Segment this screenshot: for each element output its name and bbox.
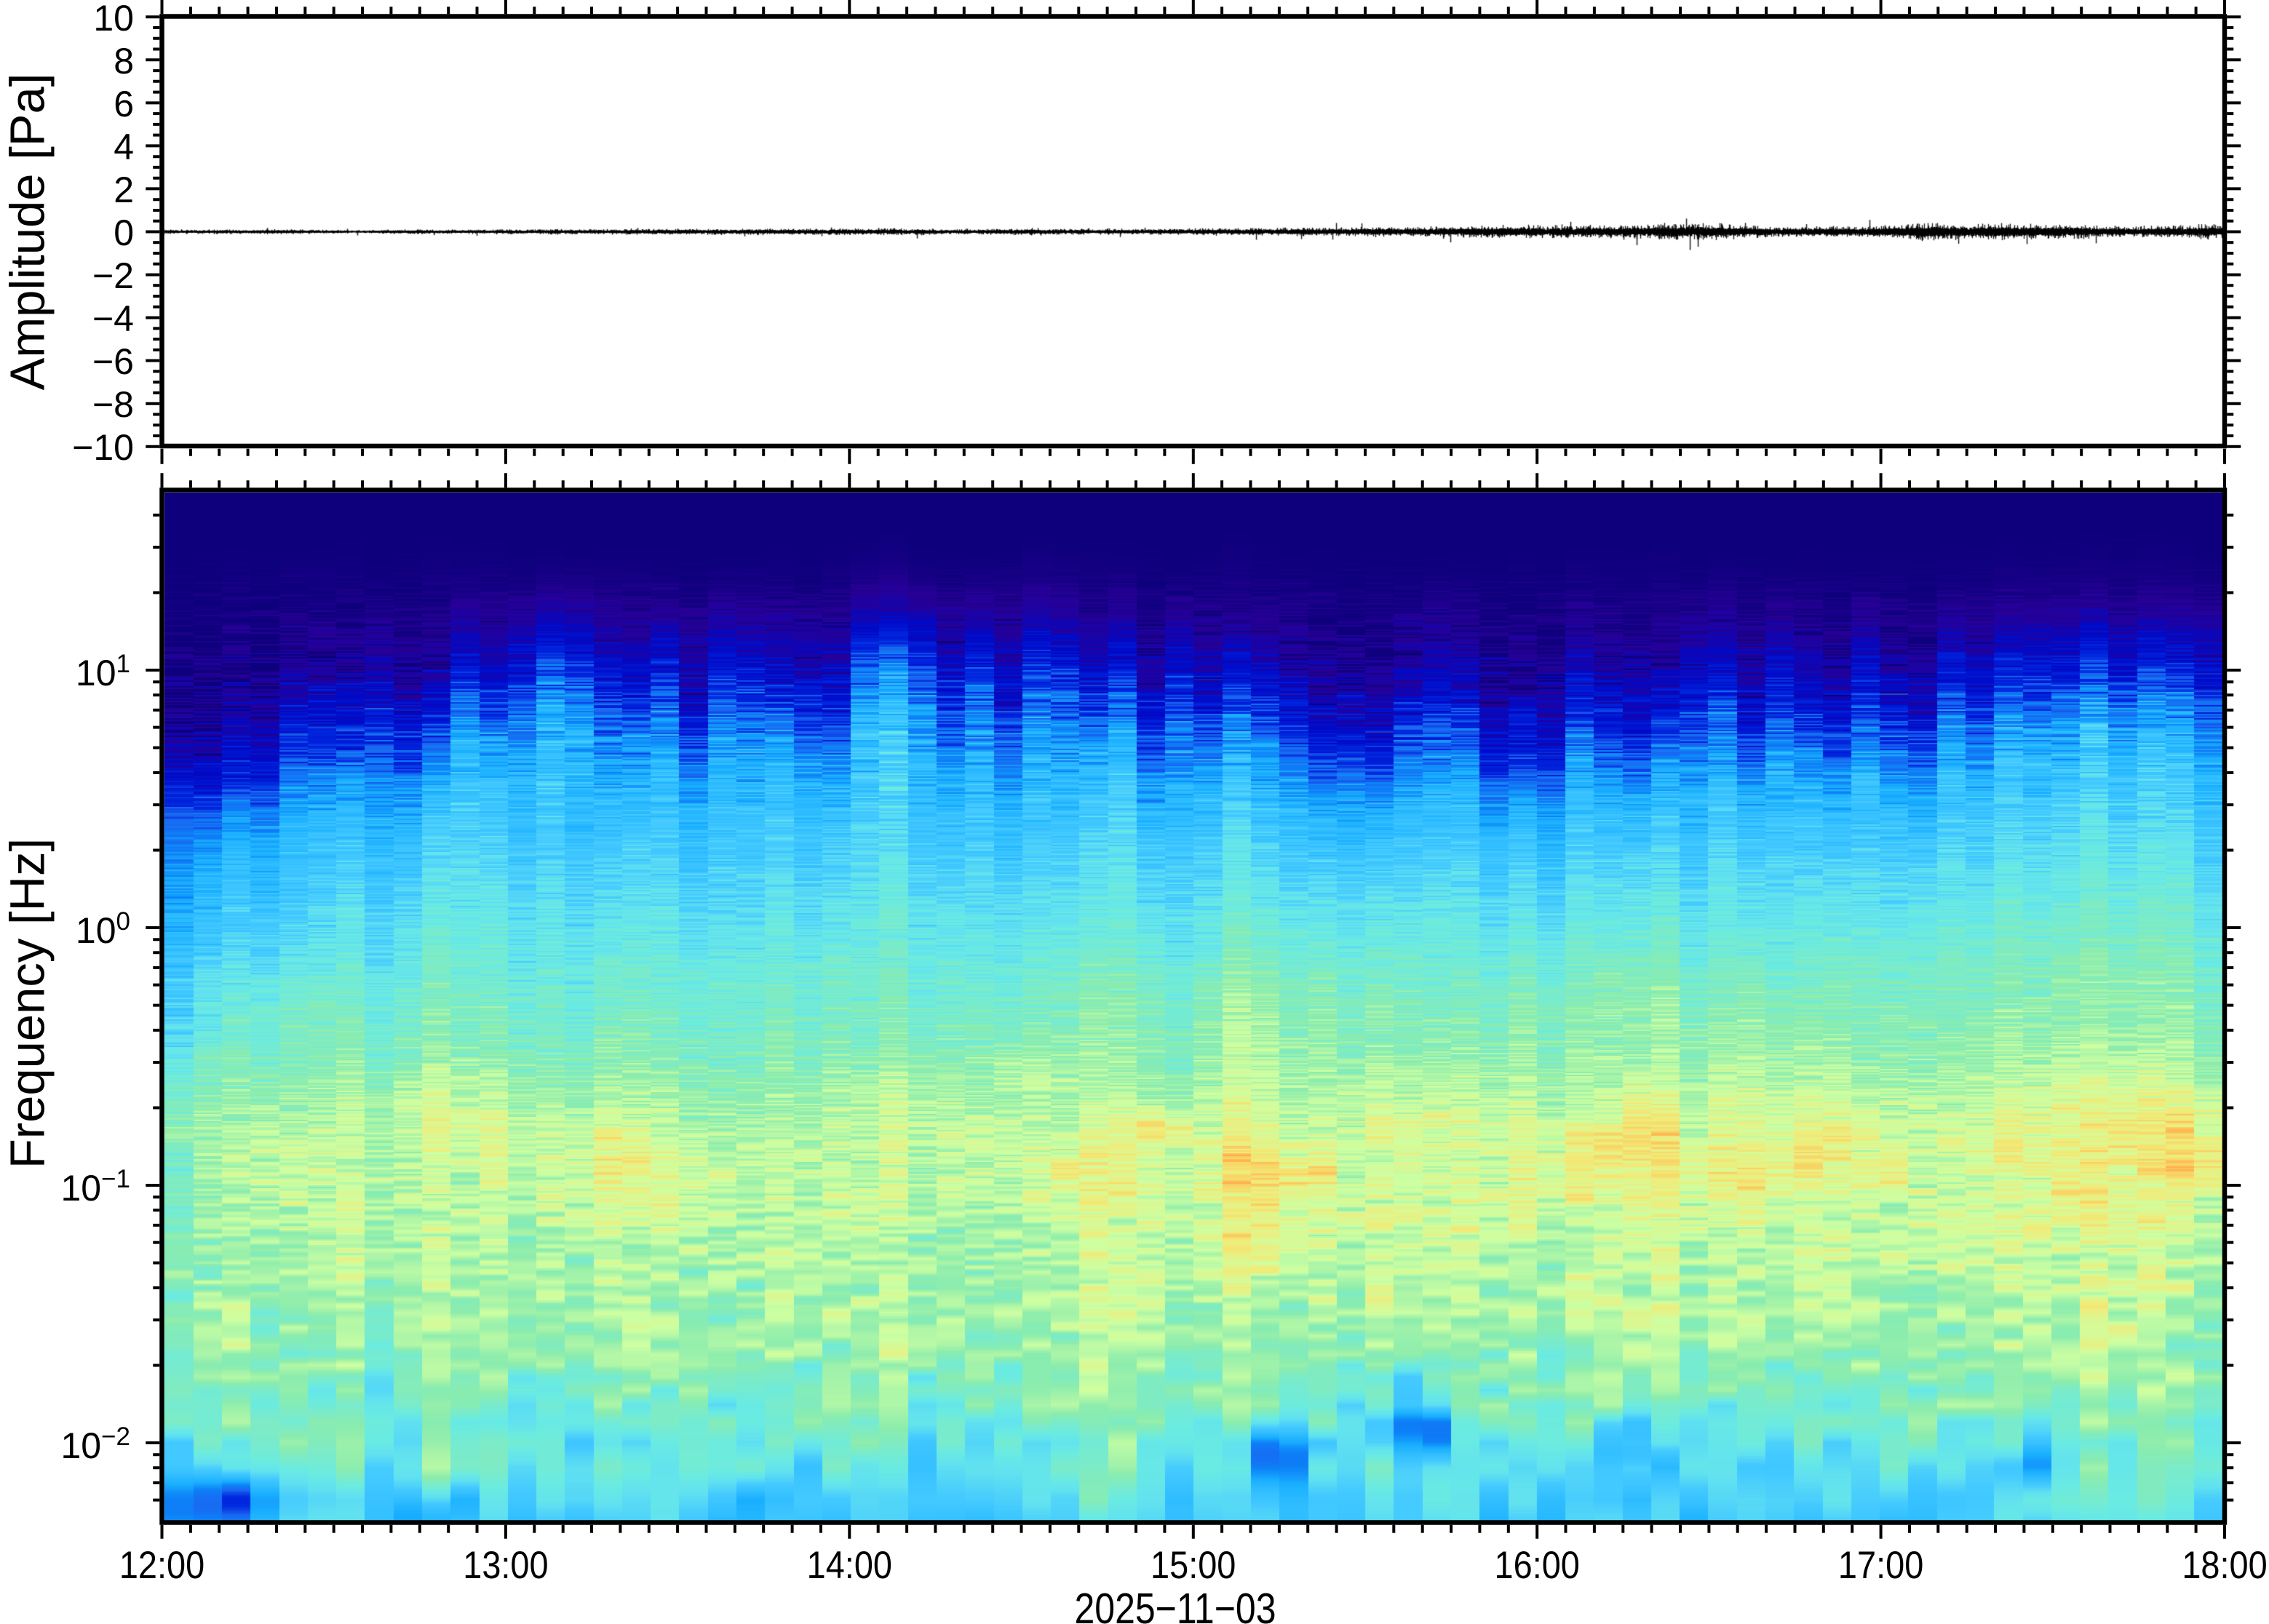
svg-text:2: 2: [114, 170, 134, 210]
svg-text:100: 100: [76, 907, 130, 951]
svg-text:0: 0: [114, 212, 134, 253]
svg-text:2025−11−03: 2025−11−03: [1074, 1584, 1276, 1624]
svg-text:−10: −10: [72, 427, 134, 468]
svg-text:101: 101: [76, 650, 130, 693]
svg-text:4: 4: [114, 127, 134, 167]
svg-text:13:00: 13:00: [463, 1543, 548, 1586]
svg-text:16:00: 16:00: [1495, 1543, 1580, 1586]
svg-text:10−1: 10−1: [60, 1165, 130, 1209]
svg-text:−6: −6: [92, 341, 134, 382]
svg-text:10−2: 10−2: [60, 1422, 130, 1466]
svg-text:−8: −8: [92, 384, 134, 425]
svg-text:14:00: 14:00: [807, 1543, 892, 1586]
svg-text:Amplitude [Pa]: Amplitude [Pa]: [1, 73, 55, 391]
svg-text:−2: −2: [92, 255, 134, 296]
svg-text:10: 10: [93, 0, 134, 39]
svg-text:17:00: 17:00: [1838, 1543, 1923, 1586]
svg-text:18:00: 18:00: [2182, 1543, 2267, 1586]
svg-text:−4: −4: [92, 298, 134, 339]
svg-text:6: 6: [114, 84, 134, 124]
svg-text:12:00: 12:00: [119, 1543, 204, 1586]
svg-text:15:00: 15:00: [1151, 1543, 1236, 1586]
svg-text:Frequency [Hz]: Frequency [Hz]: [1, 838, 55, 1169]
svg-text:8: 8: [114, 41, 134, 81]
